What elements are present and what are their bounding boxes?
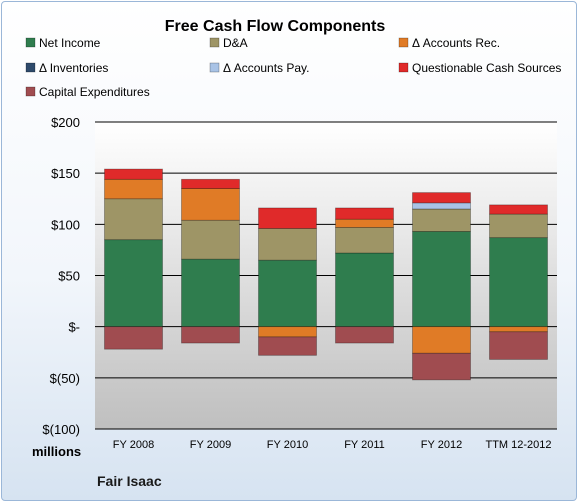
bar-accounts-rec-ttm-12-2012 (489, 326, 548, 333)
legend-swatch-questionable-cash-sources (398, 62, 409, 73)
bar-accounts-rec-fy-2009 (181, 188, 240, 221)
legend-label-accounts-pay: Δ Accounts Pay. (223, 61, 310, 75)
bar-questionable-cash-sources-ttm-12-2012 (489, 204, 548, 215)
x-axis: FY 2008 FY 2009 FY 2010 FY 2011 FY 2012 TTM 1… (113, 439, 552, 451)
bar-accounts-rec-fy-2012 (412, 326, 471, 354)
y-tick-label: $- (68, 320, 80, 335)
legend-swatch-capital-expenditures (25, 86, 36, 97)
bar-danda-ttm-12-2012 (489, 213, 548, 239)
legend-label-questionable-cash-sources: Questionable Cash Sources (412, 61, 561, 75)
y-tick-label: $(100) (42, 422, 80, 437)
bar-questionable-cash-sources-fy-2011 (335, 207, 394, 220)
y-axis: $200 $150 $100 $50 $- $(50) $(100) (42, 115, 80, 437)
bar-net-income-fy-2010 (258, 259, 317, 328)
bar-capital-expenditures-ttm-12-2012 (489, 331, 548, 360)
legend-label-inventories: Δ Inventories (39, 61, 108, 75)
x-tick-label: TTM 12-2012 (485, 439, 551, 451)
x-tick-label: FY 2008 (113, 439, 154, 451)
legend-swatch-inventories (25, 62, 36, 73)
bar-accounts-rec-fy-2010 (258, 326, 317, 338)
legend-swatch-net-income (25, 37, 36, 48)
bar-capital-expenditures-fy-2012 (412, 352, 471, 381)
x-tick-label: FY 2012 (421, 439, 462, 451)
bar-capital-expenditures-fy-2009 (181, 326, 240, 344)
y-tick-label: $(50) (50, 371, 80, 386)
legend-swatch-accounts-rec (398, 37, 409, 48)
y-tick-label: $100 (51, 217, 80, 232)
legend-swatch-accounts-pay (209, 62, 220, 73)
bar-capital-expenditures-fy-2011 (335, 326, 394, 344)
legend-label-danda: D&A (223, 36, 248, 50)
bar-danda-fy-2010 (258, 228, 317, 261)
legend-swatch-danda (209, 37, 220, 48)
bar-capital-expenditures-fy-2008 (104, 326, 163, 350)
bar-net-income-fy-2009 (181, 258, 240, 328)
bar-questionable-cash-sources-fy-2009 (181, 178, 240, 189)
bar-net-income-ttm-12-2012 (489, 237, 548, 328)
bar-questionable-cash-sources-fy-2012 (412, 192, 471, 204)
bar-accounts-rec-fy-2011 (335, 218, 394, 228)
bar-danda-fy-2008 (104, 198, 163, 241)
y-unit-label: millions (32, 444, 81, 459)
bar-net-income-fy-2012 (412, 231, 471, 328)
company-name: Fair Isaac (97, 473, 162, 489)
bar-net-income-fy-2011 (335, 252, 394, 328)
bar-net-income-fy-2008 (104, 239, 163, 328)
x-tick-label: FY 2010 (267, 439, 308, 451)
legend-label-net-income: Net Income (39, 36, 101, 50)
x-tick-label: FY 2009 (190, 439, 231, 451)
x-tick-label: FY 2011 (344, 439, 385, 451)
legend-label-accounts-rec: Δ Accounts Rec. (412, 36, 500, 50)
legend-label-capital-expenditures: Capital Expenditures (39, 85, 150, 99)
bar-accounts-pay-fy-2012 (412, 202, 471, 210)
y-tick-label: $200 (51, 115, 80, 130)
bar-danda-fy-2009 (181, 219, 240, 260)
bar-danda-fy-2011 (335, 227, 394, 254)
y-tick-label: $150 (51, 166, 80, 181)
bar-capital-expenditures-fy-2010 (258, 336, 317, 356)
y-tick-label: $50 (58, 269, 80, 284)
bar-questionable-cash-sources-fy-2008 (104, 168, 163, 180)
bar-questionable-cash-sources-fy-2010 (258, 207, 317, 229)
plot-area (95, 121, 557, 430)
bar-accounts-rec-fy-2008 (104, 178, 163, 200)
bar-danda-fy-2012 (412, 208, 471, 232)
chart-title: Free Cash Flow Components (165, 18, 386, 35)
legend: Net Income D&A Δ Accounts Rec. Δ Inventorie… (25, 36, 561, 99)
